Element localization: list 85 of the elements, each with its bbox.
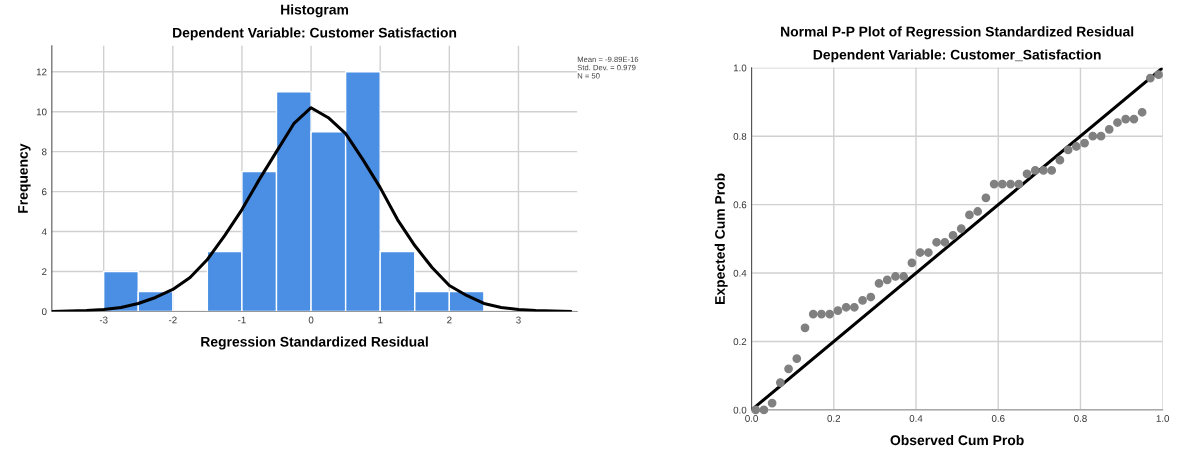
point: [841, 302, 851, 312]
point: [825, 309, 835, 319]
x-tick-label: 3: [516, 316, 521, 324]
point: [866, 292, 876, 302]
y-tick-label: 8: [41, 148, 47, 156]
x-tick-label: 0.4: [909, 415, 923, 422]
x-tick-label: 0.2: [827, 415, 841, 422]
y-axis-title: Expected Cum Prob: [714, 173, 728, 304]
x-tick-label: 0.6: [991, 415, 1005, 422]
point: [767, 398, 777, 408]
point: [981, 193, 991, 203]
point: [808, 309, 818, 319]
point: [1154, 70, 1163, 79]
point: [1014, 179, 1024, 189]
point: [915, 248, 925, 257]
y-tick-label: 1.0: [733, 64, 747, 72]
point: [1047, 166, 1057, 175]
point: [1137, 107, 1147, 117]
point: [817, 309, 826, 319]
point: [874, 278, 884, 288]
point: [759, 405, 769, 415]
y-tick-label: 0.0: [733, 406, 747, 414]
point: [1063, 145, 1073, 155]
chart-title: Normal P-P Plot of Regression Standardized Residual: [781, 26, 1134, 40]
point: [1096, 131, 1106, 141]
point: [1113, 118, 1122, 127]
y-tick-label: 0: [41, 308, 47, 316]
x-tick-label: -3: [99, 316, 108, 324]
point: [932, 237, 941, 247]
chart-title: Histogram: [281, 4, 349, 18]
y-axis-title: Frequency: [18, 143, 31, 213]
x-tick-label: 2: [447, 316, 452, 324]
point: [1071, 142, 1081, 151]
x-axis-title: Regression Standardized Residual: [201, 336, 428, 350]
point: [1039, 166, 1048, 175]
x-tick-label: -2: [168, 316, 177, 324]
point: [1145, 73, 1155, 83]
y-tick-label: 0.8: [733, 132, 747, 140]
point: [891, 272, 900, 281]
y-tick-label: 0.2: [733, 338, 747, 346]
point: [1030, 166, 1040, 175]
point: [1088, 131, 1098, 141]
point: [849, 302, 859, 312]
y-tick-label: 12: [36, 68, 47, 76]
y-tick-label: 6: [42, 188, 47, 196]
point: [907, 258, 917, 268]
chart-subtitle: Dependent Variable: Customer Satisfaction: [173, 27, 457, 41]
y-tick-label: 10: [36, 108, 47, 116]
y-tick-label: 0.6: [733, 201, 747, 209]
point: [882, 275, 892, 285]
x-tick-label: 0: [308, 316, 314, 324]
y-tick-label: 4: [41, 228, 47, 236]
point: [923, 248, 933, 257]
x-tick-label: 0.8: [1074, 415, 1087, 422]
point: [1121, 114, 1131, 124]
y-tick-label: 2: [42, 268, 47, 276]
y-tick-label: 0.4: [733, 269, 747, 277]
point: [989, 179, 999, 189]
x-tick-label: 1: [378, 316, 383, 324]
point: [965, 210, 974, 220]
chart-subtitle: Dependent Variable: Customer_Satisfaction: [813, 49, 1101, 63]
point: [899, 272, 909, 281]
x-tick-label: -1: [238, 316, 246, 324]
point: [1055, 155, 1065, 165]
x-tick-label: 1.0: [1156, 415, 1170, 422]
point: [1080, 138, 1089, 148]
point: [940, 237, 950, 247]
point: [775, 378, 785, 387]
point: [948, 231, 958, 240]
point: [751, 405, 761, 415]
point: [1006, 179, 1015, 189]
point: [792, 354, 802, 363]
point: [833, 306, 843, 316]
point: [1104, 124, 1114, 134]
point: [800, 323, 810, 333]
point: [997, 179, 1007, 189]
point: [956, 224, 966, 233]
line-series: [51, 106, 572, 312]
point: [1129, 114, 1139, 124]
point: [973, 207, 983, 216]
point: [784, 364, 793, 374]
point: [1022, 169, 1032, 179]
point: [858, 296, 867, 305]
x-tick-label: 0.0: [745, 415, 758, 422]
x-axis-title: Observed Cum Prob: [890, 434, 1024, 446]
